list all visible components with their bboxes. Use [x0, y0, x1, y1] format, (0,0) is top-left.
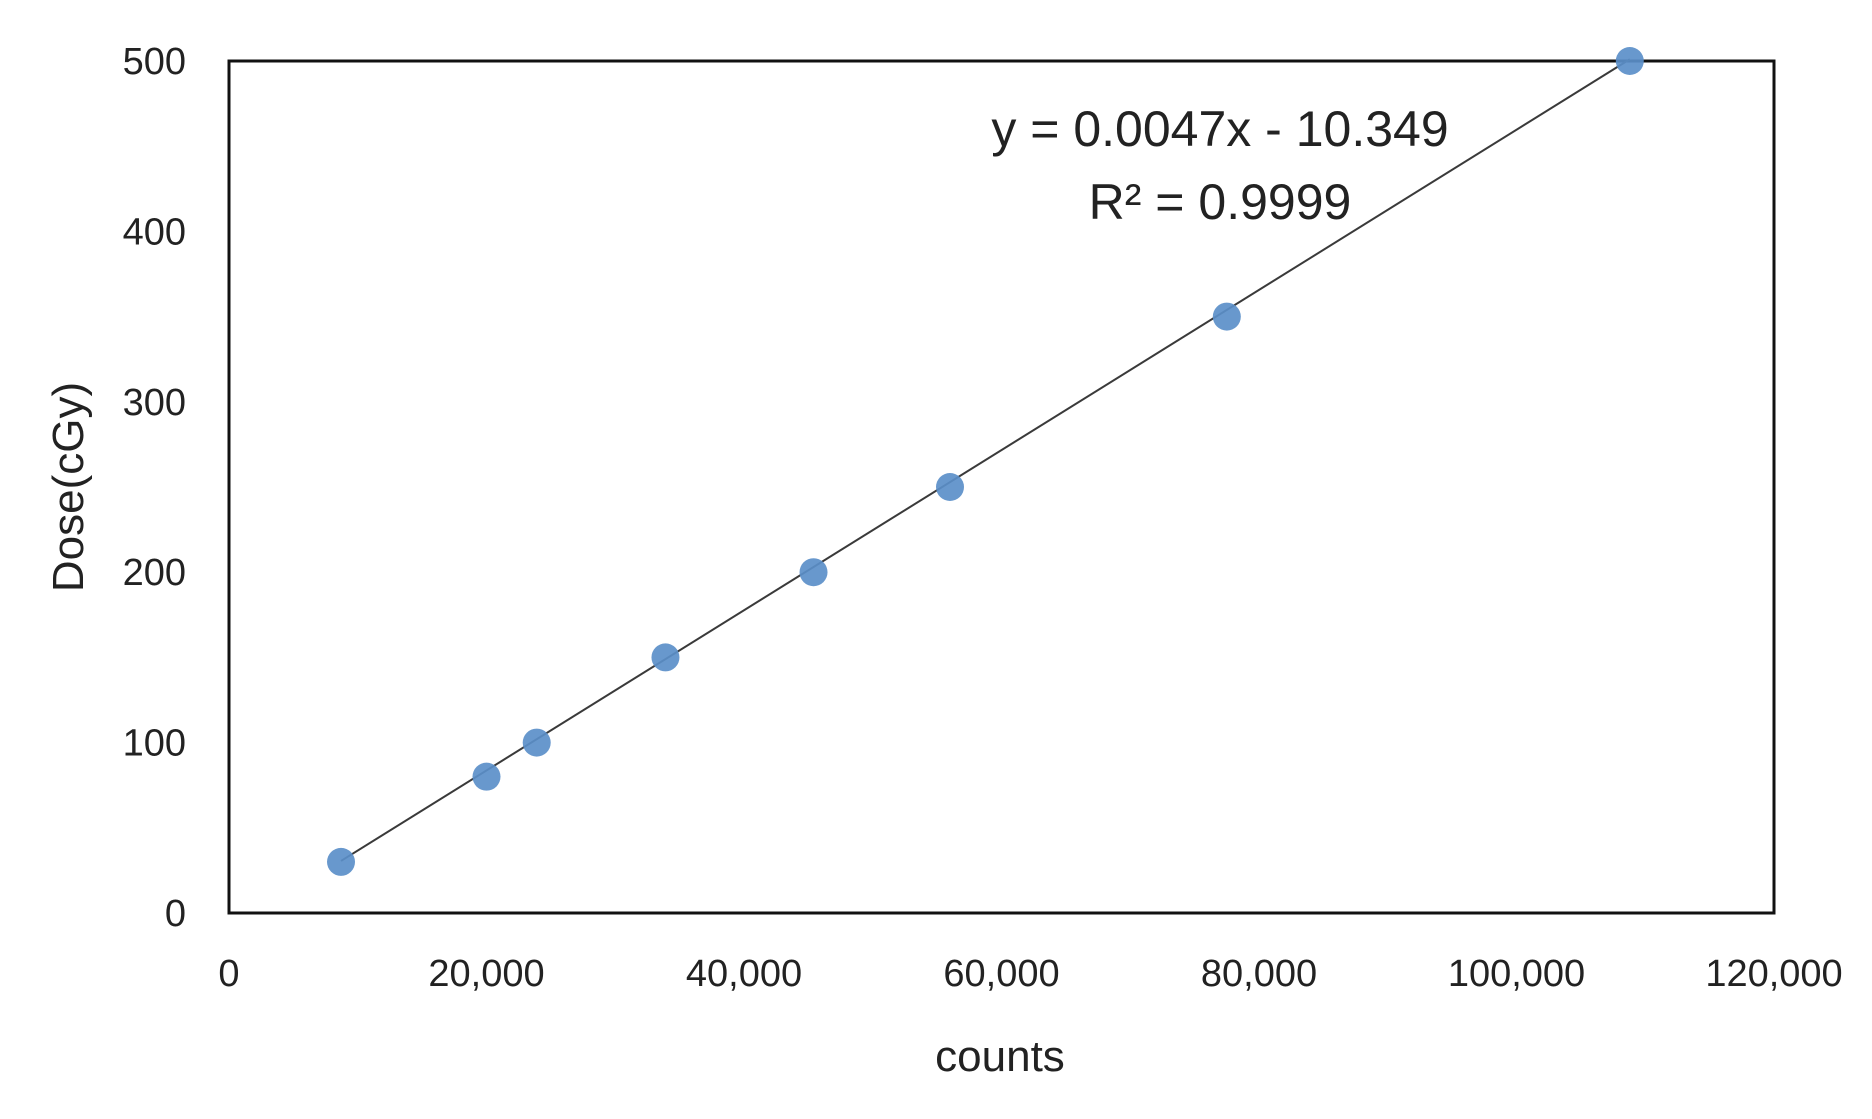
x-tick-label: 80,000	[1201, 953, 1317, 995]
x-tick-label: 0	[218, 953, 239, 995]
x-tick-label: 60,000	[943, 953, 1059, 995]
trendline-layer	[340, 58, 1631, 862]
trendline	[340, 58, 1631, 862]
data-point-layer	[327, 47, 1644, 876]
x-tick-label: 40,000	[686, 953, 802, 995]
data-point	[936, 473, 964, 501]
y-tick-label: 0	[165, 893, 186, 935]
y-tick-label: 400	[123, 211, 186, 253]
data-point	[472, 762, 501, 791]
y-tick-label: 200	[123, 552, 186, 594]
data-point	[1615, 47, 1644, 75]
data-point	[651, 643, 680, 672]
y-axis-ticks: 0 100 200 300 400 500	[123, 41, 186, 935]
x-tick-label: 100,000	[1448, 953, 1585, 995]
y-tick-label: 100	[123, 723, 186, 765]
x-tick-label: 20,000	[428, 953, 544, 995]
trendline-equation: y = 0.0047x - 10.349	[991, 101, 1448, 157]
y-tick-label: 500	[123, 41, 186, 83]
data-point	[327, 847, 356, 876]
data-point	[1212, 302, 1241, 331]
plot-area-border	[227, 59, 1776, 915]
x-tick-label: 120,000	[1705, 953, 1842, 995]
y-axis-title: Dose(cGy)	[44, 382, 93, 592]
data-point	[799, 558, 828, 587]
x-axis-ticks: 0 20,000 40,000 60,000 80,000 100,000 120,000	[218, 953, 1842, 995]
r-squared-label: R² = 0.9999	[1089, 174, 1352, 230]
data-point	[522, 728, 551, 757]
x-axis-title: counts	[935, 1032, 1065, 1081]
y-tick-label: 300	[123, 382, 186, 424]
